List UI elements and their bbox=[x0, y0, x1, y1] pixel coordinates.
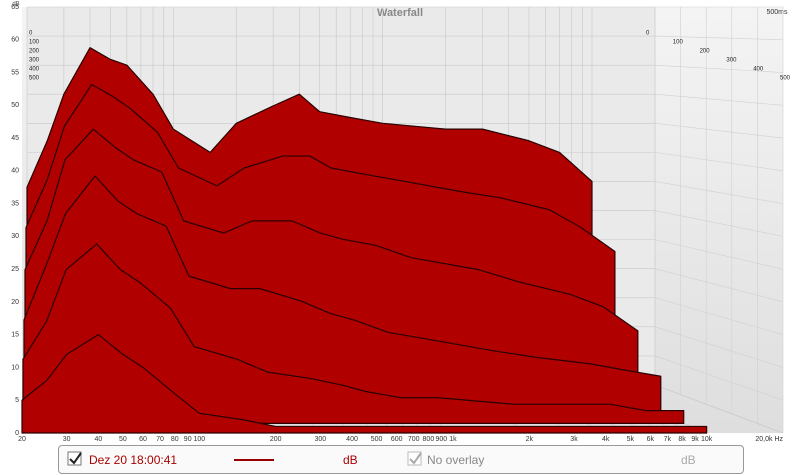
grid-line bbox=[654, 210, 784, 237]
z-tick-label: 500 bbox=[780, 76, 791, 82]
checkbox[interactable] bbox=[67, 451, 83, 467]
x-tick-label: 50 bbox=[119, 436, 127, 443]
grid-line bbox=[654, 64, 784, 73]
x-tick-label: 1k bbox=[449, 436, 457, 443]
grid-line bbox=[654, 355, 784, 401]
x-tick-label: 3k bbox=[570, 436, 578, 443]
z-tick-label: 500 bbox=[29, 76, 40, 82]
x-tick-label: 600 bbox=[391, 436, 403, 443]
grid-line bbox=[654, 384, 784, 434]
line-sample bbox=[234, 459, 274, 461]
y-tick-label: 45 bbox=[11, 135, 19, 142]
x-tick-label: 100 bbox=[193, 436, 205, 443]
y-tick-label: 10 bbox=[11, 364, 19, 371]
x-tick-label: 500 bbox=[371, 436, 383, 443]
z-tick-label: 400 bbox=[29, 67, 40, 73]
y-tick-label: 55 bbox=[11, 69, 19, 76]
overlay-checkbox[interactable] bbox=[407, 451, 423, 467]
z-tick-label: 200 bbox=[29, 49, 40, 55]
waterfall-slice bbox=[22, 243, 685, 424]
y-tick-label: 30 bbox=[11, 233, 19, 240]
z-tick-label: 0 bbox=[646, 31, 650, 37]
z-tick-label: 400 bbox=[753, 67, 764, 73]
grid-line bbox=[654, 239, 784, 270]
grid-line bbox=[654, 268, 784, 303]
x-tick-label: 30 bbox=[63, 436, 71, 443]
z-tick-label: 100 bbox=[673, 40, 684, 46]
y-tick-label: 50 bbox=[11, 102, 19, 109]
x-tick-label: 2k bbox=[526, 436, 534, 443]
grid-line bbox=[654, 152, 784, 172]
y-tick-label: 40 bbox=[11, 168, 19, 175]
overlay[interactable]: No overlay bbox=[427, 453, 485, 467]
x-tick-label: 700 bbox=[408, 436, 420, 443]
control-bar: Dez 20 18:00:41 dB No overlay dB bbox=[58, 445, 744, 474]
y-tick-label: 20 bbox=[11, 299, 19, 306]
x-tick-label: 800 bbox=[423, 436, 435, 443]
chart-title: Waterfall bbox=[377, 7, 423, 19]
x-tick-label: 6k bbox=[647, 436, 655, 443]
x-tick-label: 4k bbox=[602, 436, 610, 443]
z-tick-label: 100 bbox=[29, 40, 40, 46]
grid-line bbox=[654, 35, 784, 41]
x-tick-label: 200 bbox=[270, 436, 282, 443]
y-tick-label: 35 bbox=[11, 200, 19, 207]
x-tick-label: 70 bbox=[156, 436, 164, 443]
measurement-name: Dez 20 18:00:41 bbox=[89, 453, 178, 467]
y-tick-label: 0 bbox=[15, 430, 19, 437]
x-tick-label: 80 bbox=[171, 436, 179, 443]
z-tick-label: 0 bbox=[29, 31, 33, 37]
grid-line bbox=[654, 297, 784, 335]
overlay-unit: dB bbox=[681, 453, 696, 467]
x-tick-label: 20,0k Hz bbox=[755, 436, 783, 443]
grid-line bbox=[654, 181, 784, 204]
z-tick-label: 300 bbox=[29, 58, 40, 64]
y-tick-label: 60 bbox=[11, 37, 19, 44]
z-tick-label: 300 bbox=[726, 58, 737, 64]
time-label: 500ms bbox=[766, 9, 788, 16]
grid-line bbox=[654, 123, 784, 139]
y-tick-label: 15 bbox=[11, 332, 19, 339]
x-tick-label: 8k bbox=[678, 436, 686, 443]
x-tick-label: 40 bbox=[94, 436, 102, 443]
y-axis-label: dB bbox=[12, 2, 19, 8]
x-tick-label: 900 bbox=[436, 436, 448, 443]
y-tick-label: 5 bbox=[15, 397, 19, 404]
chart: Waterfall dB 500ms 0 5 10 15 20 25 30 35 40 45 50 5… bbox=[11, 2, 791, 443]
x-tick-label: 20 bbox=[18, 436, 26, 443]
z-tick-label: 200 bbox=[700, 49, 711, 55]
x-tick-label: 7k bbox=[664, 436, 672, 443]
x-tick-label: 300 bbox=[314, 436, 326, 443]
x-tick-label: 90 bbox=[184, 436, 192, 443]
x-tick-label: 400 bbox=[346, 436, 358, 443]
unit: dB bbox=[343, 453, 358, 467]
x-tick-label: 5k bbox=[627, 436, 635, 443]
x-tick-label: 10k bbox=[701, 436, 713, 443]
grid-line bbox=[654, 93, 784, 106]
y-tick-label: 65 bbox=[11, 4, 19, 11]
x-tick-label: 9k bbox=[691, 436, 699, 443]
y-tick-label: 25 bbox=[11, 266, 19, 273]
waterfall-slice bbox=[21, 334, 708, 434]
grid-line bbox=[654, 326, 784, 368]
x-tick-label: 60 bbox=[139, 436, 147, 443]
